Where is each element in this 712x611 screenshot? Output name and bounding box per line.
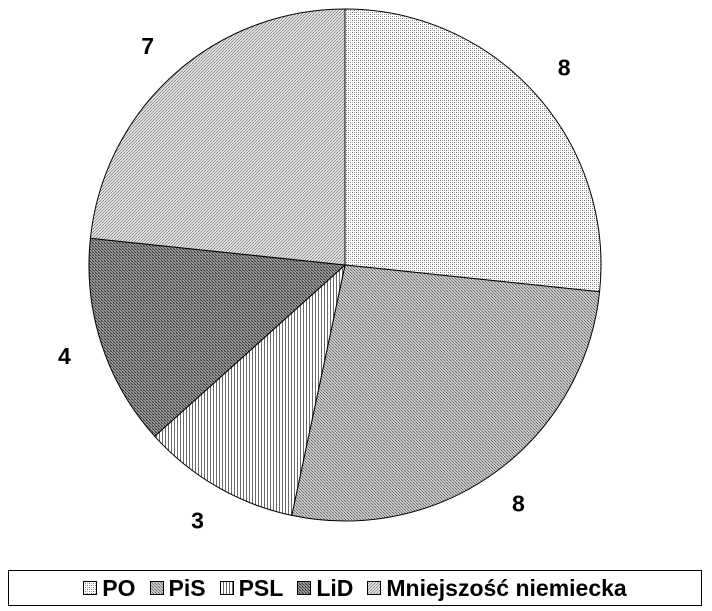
legend-label: PO — [102, 574, 136, 601]
legend-swatch — [83, 581, 98, 595]
pie-data-label: 4 — [58, 343, 71, 369]
legend-swatch — [149, 581, 164, 595]
legend-label: PiS — [168, 574, 206, 601]
legend-swatch — [219, 581, 234, 595]
legend-item: Mniejszość niemiecka — [367, 574, 627, 601]
legend-item: PSL — [219, 574, 284, 601]
legend-label: LiD — [316, 574, 354, 601]
pie-chart: 8 8 3 4 7 — [58, 8, 602, 534]
pie-slice-po — [344, 8, 602, 293]
legend-label: PSL — [238, 574, 284, 601]
legend-swatch — [367, 581, 382, 595]
pie-data-label: 3 — [191, 508, 204, 534]
pie-slice-psl — [154, 263, 346, 517]
legend-swatch — [297, 581, 312, 595]
legend-item: PO — [83, 574, 136, 601]
pie-data-label: 8 — [558, 55, 571, 81]
pie-slice-pis — [291, 264, 601, 522]
legend-label: Mniejszość niemiecka — [386, 574, 627, 601]
pie-data-labels: 8 8 3 4 7 — [58, 33, 571, 534]
chart-legend: PO PiS PSL LiD Mniejszość niemiecka — [8, 570, 702, 606]
pie-data-label: 7 — [141, 33, 154, 59]
legend-item: LiD — [297, 574, 354, 601]
pie-slice-mniejszość-niemiecka — [89, 8, 346, 266]
pie-slice-lid — [88, 237, 347, 438]
pie-data-label: 8 — [512, 491, 525, 517]
legend-item: PiS — [149, 574, 206, 601]
pie-slices — [88, 8, 602, 522]
